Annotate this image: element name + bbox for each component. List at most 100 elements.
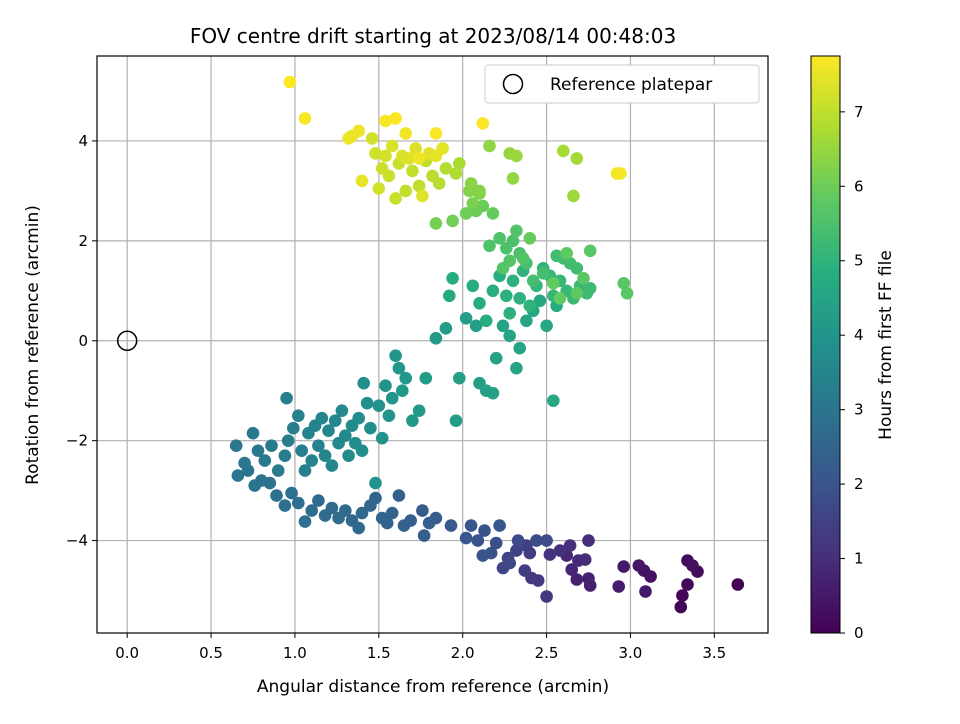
y-tick-label: 4 bbox=[78, 132, 88, 150]
x-tick-label: 0.5 bbox=[199, 644, 223, 662]
data-point bbox=[479, 314, 493, 328]
data-point bbox=[486, 284, 500, 298]
data-point bbox=[379, 114, 392, 128]
data-point bbox=[444, 519, 458, 532]
data-point bbox=[335, 404, 349, 418]
data-point bbox=[582, 572, 595, 585]
data-point bbox=[379, 379, 392, 393]
data-point bbox=[283, 75, 297, 89]
data-point bbox=[292, 409, 305, 423]
data-point bbox=[412, 152, 426, 165]
x-tick-label: 3.5 bbox=[702, 644, 726, 662]
data-point bbox=[466, 279, 480, 293]
data-point bbox=[489, 536, 503, 550]
data-point bbox=[510, 361, 523, 375]
data-point bbox=[510, 149, 523, 163]
colorbar-tick-label: 7 bbox=[854, 103, 864, 121]
data-point bbox=[278, 499, 292, 512]
reference-point bbox=[116, 330, 138, 352]
data-point bbox=[639, 585, 652, 598]
data-point bbox=[251, 444, 265, 458]
data-point bbox=[446, 272, 459, 285]
data-point bbox=[372, 182, 386, 195]
data-point bbox=[385, 391, 399, 405]
data-point bbox=[355, 444, 369, 458]
data-point bbox=[375, 511, 389, 525]
data-point bbox=[570, 287, 584, 300]
data-point bbox=[453, 371, 466, 385]
data-point bbox=[483, 139, 496, 153]
data-point bbox=[513, 292, 526, 305]
data-point bbox=[271, 464, 285, 477]
data-point bbox=[610, 167, 624, 180]
data-point bbox=[617, 277, 630, 290]
data-point bbox=[352, 411, 366, 425]
data-point bbox=[352, 124, 366, 138]
data-point bbox=[473, 297, 486, 310]
data-point bbox=[389, 349, 402, 363]
data-point bbox=[364, 499, 377, 512]
data-point bbox=[365, 132, 379, 145]
data-point bbox=[406, 414, 419, 428]
data-point bbox=[510, 224, 523, 238]
data-point bbox=[416, 189, 429, 203]
data-point bbox=[285, 486, 298, 500]
data-point bbox=[426, 169, 439, 183]
data-point bbox=[292, 496, 305, 510]
colorbar-tick-label: 1 bbox=[854, 550, 864, 568]
colorbar-tick-label: 0 bbox=[854, 624, 864, 642]
data-point bbox=[557, 144, 570, 158]
data-point bbox=[298, 464, 312, 477]
data-point bbox=[258, 454, 272, 467]
data-point bbox=[369, 147, 382, 160]
data-point bbox=[620, 287, 634, 300]
data-point bbox=[500, 242, 513, 255]
y-tick-label: −4 bbox=[66, 532, 88, 550]
data-point bbox=[536, 267, 550, 280]
colorbar-tick-label: 6 bbox=[854, 177, 864, 195]
data-point bbox=[543, 548, 557, 561]
data-point bbox=[231, 469, 245, 482]
data-point bbox=[469, 319, 483, 333]
data-point bbox=[287, 421, 300, 435]
data-point bbox=[567, 189, 580, 203]
grid-lines bbox=[97, 56, 768, 633]
data-point bbox=[518, 564, 532, 577]
data-point bbox=[439, 162, 453, 175]
data-point bbox=[443, 289, 456, 303]
data-point bbox=[417, 529, 431, 542]
colorbar-tick-label: 5 bbox=[854, 252, 864, 270]
data-point bbox=[520, 314, 533, 328]
data-point bbox=[476, 549, 490, 562]
data-point bbox=[360, 396, 374, 410]
reference-marker bbox=[116, 330, 138, 352]
data-point bbox=[523, 299, 537, 313]
data-point bbox=[399, 371, 413, 385]
data-point bbox=[500, 289, 513, 303]
data-point bbox=[364, 421, 377, 435]
x-tick-label: 2.5 bbox=[535, 644, 559, 662]
x-axis-ticks: 0.0 0.5 1.0 1.5 2.0 2.5 3.0 3.5 bbox=[115, 633, 726, 662]
data-point bbox=[281, 434, 295, 448]
data-point bbox=[399, 127, 413, 140]
data-point bbox=[686, 559, 699, 572]
data-point bbox=[503, 329, 516, 343]
data-point bbox=[229, 439, 243, 453]
data-point bbox=[506, 172, 520, 185]
data-point bbox=[570, 152, 584, 165]
data-point bbox=[547, 394, 560, 408]
data-point bbox=[369, 476, 382, 490]
data-point bbox=[459, 312, 473, 325]
data-point bbox=[429, 127, 443, 140]
y-axis-label: Rotation from reference (arcmin) bbox=[23, 205, 43, 485]
data-point bbox=[429, 332, 443, 345]
data-point bbox=[583, 244, 597, 258]
x-axis-label: Angular distance from reference (arcmin) bbox=[257, 677, 609, 697]
y-axis-ticks: −4 −2 0 2 4 bbox=[66, 132, 97, 550]
data-point bbox=[385, 506, 399, 520]
data-point bbox=[305, 504, 319, 517]
data-point bbox=[486, 207, 500, 220]
data-point bbox=[342, 132, 355, 145]
